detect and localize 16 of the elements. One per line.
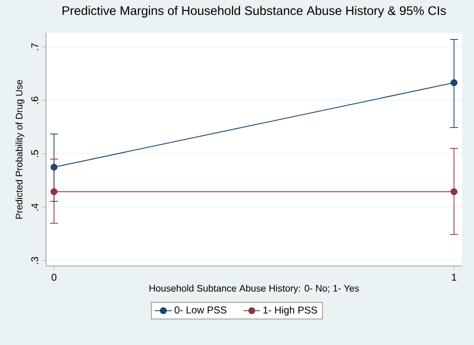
point <box>450 188 458 196</box>
y-tick-label: .5 <box>31 150 38 158</box>
y-tick-label: .6 <box>31 96 38 104</box>
y-tick-label: .4 <box>31 203 38 210</box>
x-axis-title: Household Subtance Abuse History: 0- No; 1- Yes <box>150 284 359 294</box>
x-tick-label: 1 <box>452 274 456 281</box>
y-axis-title: Predicted Probability of Drug Use <box>16 80 24 219</box>
chart-title: Predictive Margins of Household Substance Abuse History & 95% CIs <box>62 6 446 18</box>
point <box>50 188 58 196</box>
x-tick-label: 0 <box>52 274 56 281</box>
legend-label: 0- Low PSS <box>174 306 226 314</box>
point <box>450 79 458 86</box>
y-tick-label: .3 <box>31 256 38 264</box>
point <box>50 164 58 171</box>
y-tick-label: .7 <box>31 43 38 50</box>
legend-label: 1- High PSS <box>263 306 318 316</box>
